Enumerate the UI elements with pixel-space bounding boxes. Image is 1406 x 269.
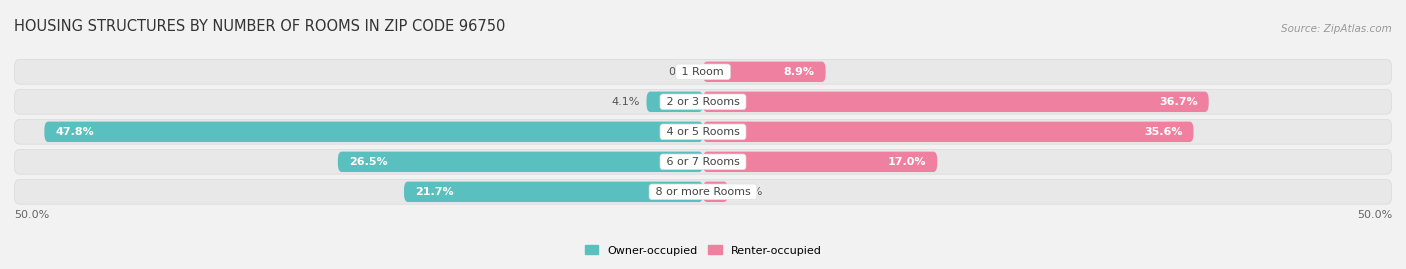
Legend: Owner-occupied, Renter-occupied: Owner-occupied, Renter-occupied xyxy=(581,242,825,259)
FancyBboxPatch shape xyxy=(647,92,703,112)
Text: 2 or 3 Rooms: 2 or 3 Rooms xyxy=(662,97,744,107)
Text: 50.0%: 50.0% xyxy=(1357,210,1392,220)
Text: 1 Room: 1 Room xyxy=(679,67,727,77)
Text: 50.0%: 50.0% xyxy=(14,210,49,220)
Text: 1.8%: 1.8% xyxy=(735,187,763,197)
Text: 4.1%: 4.1% xyxy=(612,97,640,107)
FancyBboxPatch shape xyxy=(14,59,1392,84)
Text: 6 or 7 Rooms: 6 or 7 Rooms xyxy=(662,157,744,167)
FancyBboxPatch shape xyxy=(703,152,938,172)
FancyBboxPatch shape xyxy=(703,182,728,202)
FancyBboxPatch shape xyxy=(703,62,825,82)
Text: 8 or more Rooms: 8 or more Rooms xyxy=(652,187,754,197)
FancyBboxPatch shape xyxy=(703,92,1209,112)
FancyBboxPatch shape xyxy=(45,122,703,142)
Text: 35.6%: 35.6% xyxy=(1144,127,1182,137)
Text: 47.8%: 47.8% xyxy=(55,127,94,137)
Text: HOUSING STRUCTURES BY NUMBER OF ROOMS IN ZIP CODE 96750: HOUSING STRUCTURES BY NUMBER OF ROOMS IN… xyxy=(14,19,505,34)
FancyBboxPatch shape xyxy=(14,90,1392,114)
Text: 26.5%: 26.5% xyxy=(349,157,388,167)
Text: 0.0%: 0.0% xyxy=(668,67,696,77)
Text: 21.7%: 21.7% xyxy=(415,187,454,197)
FancyBboxPatch shape xyxy=(703,122,1194,142)
Text: 36.7%: 36.7% xyxy=(1159,97,1198,107)
FancyBboxPatch shape xyxy=(337,152,703,172)
Text: Source: ZipAtlas.com: Source: ZipAtlas.com xyxy=(1281,23,1392,34)
FancyBboxPatch shape xyxy=(14,150,1392,174)
Text: 4 or 5 Rooms: 4 or 5 Rooms xyxy=(662,127,744,137)
FancyBboxPatch shape xyxy=(14,119,1392,144)
FancyBboxPatch shape xyxy=(14,179,1392,204)
Text: 17.0%: 17.0% xyxy=(887,157,927,167)
FancyBboxPatch shape xyxy=(404,182,703,202)
Text: 8.9%: 8.9% xyxy=(783,67,814,77)
